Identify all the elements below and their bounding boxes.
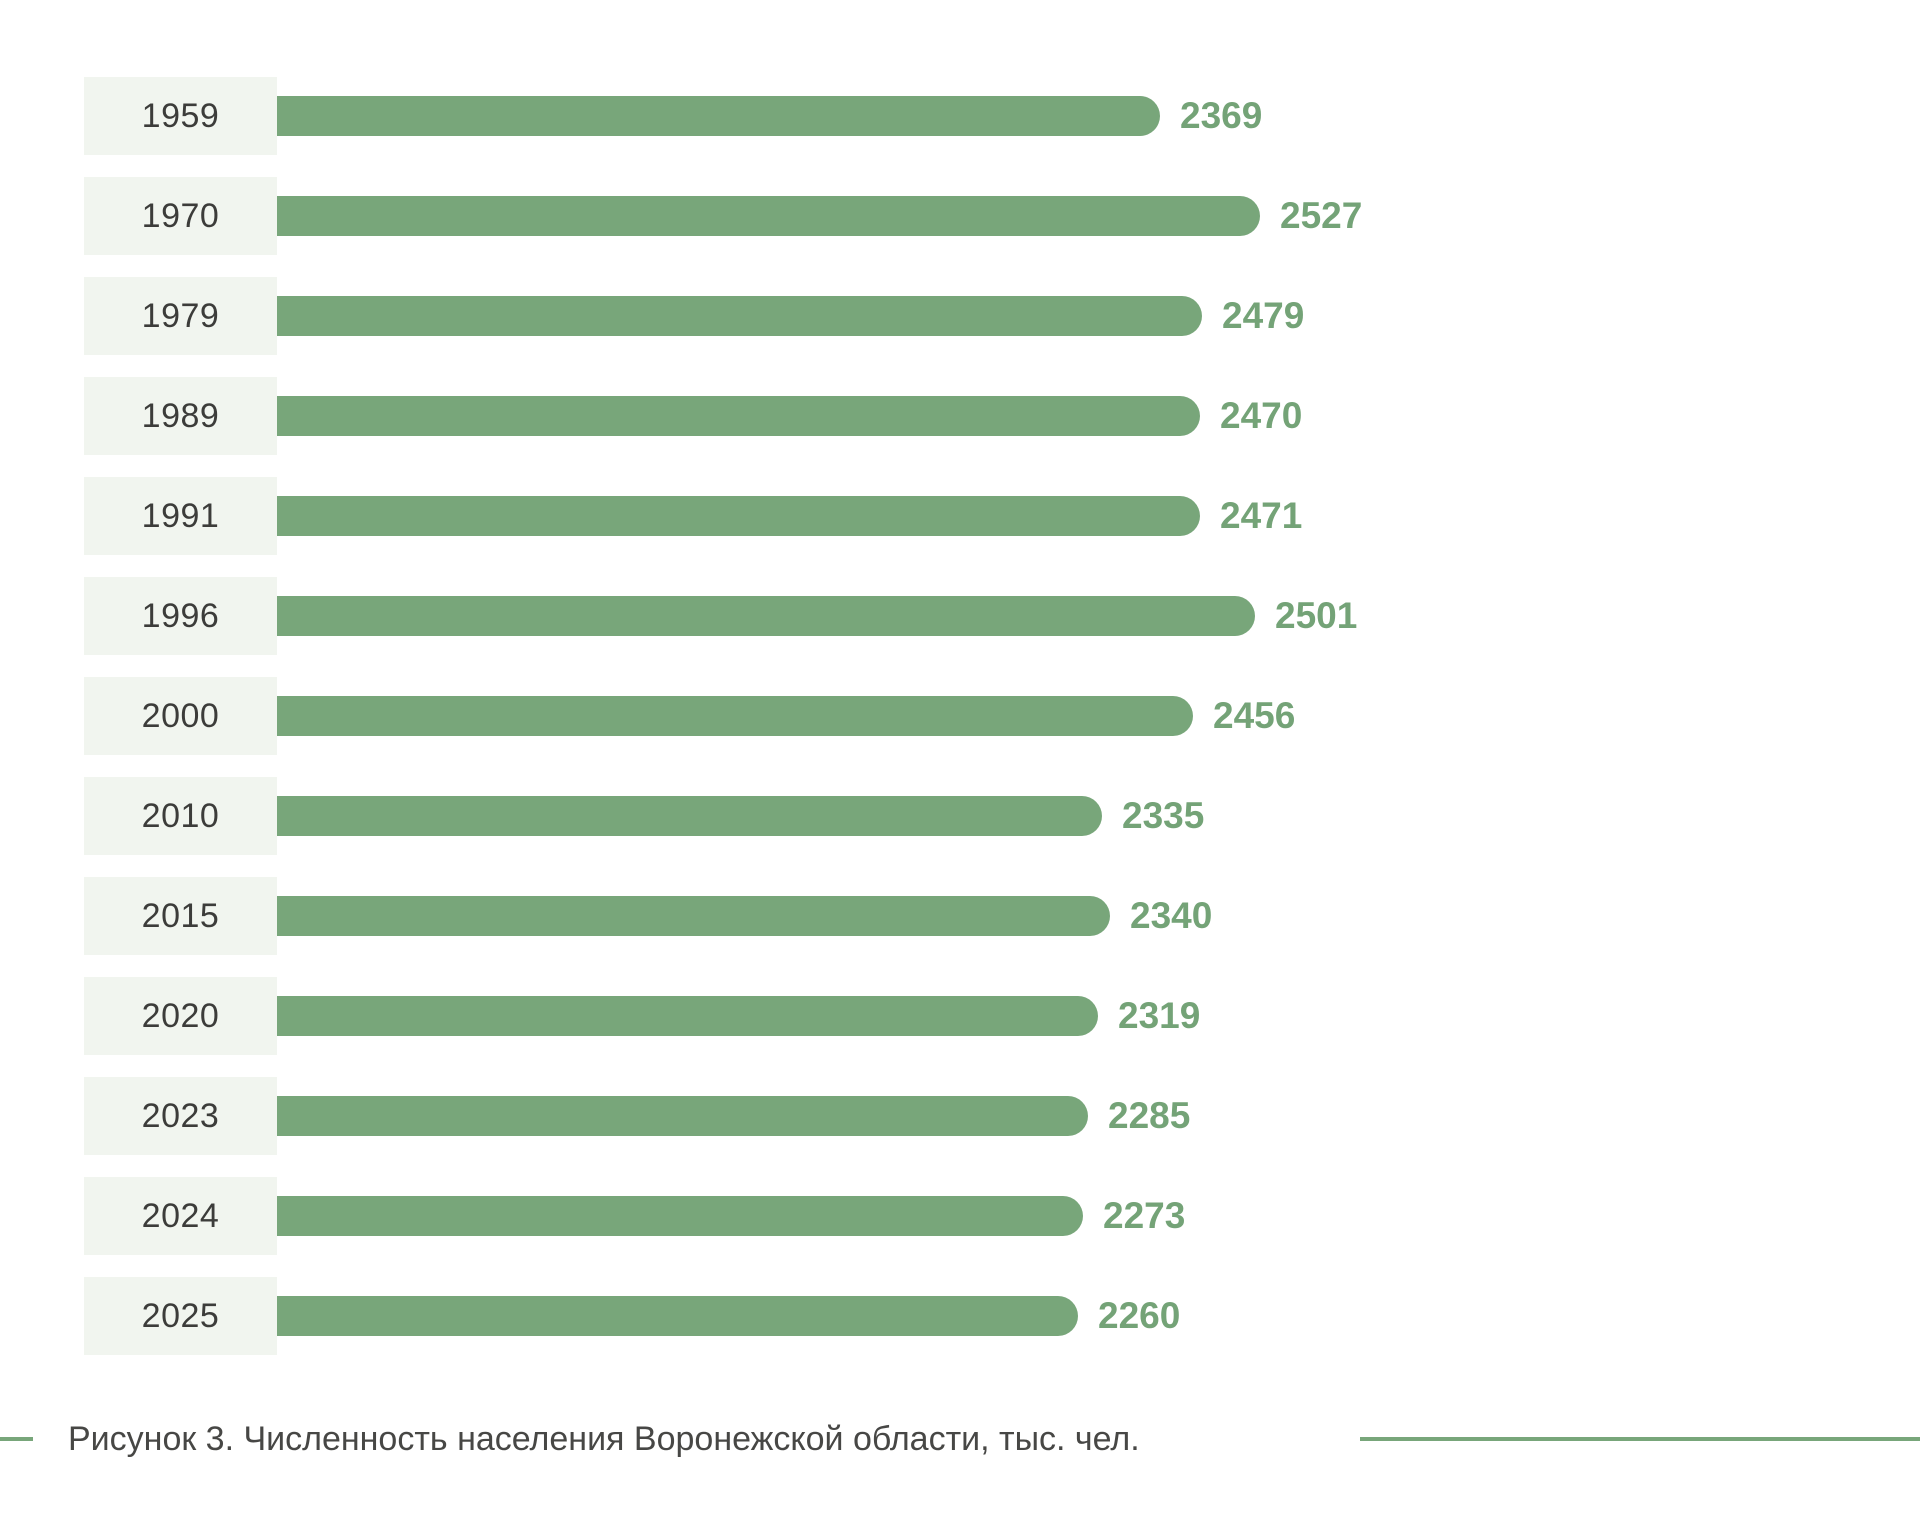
year-label: 2024 (141, 1196, 220, 1235)
chart-row: 2025 2260 (0, 1266, 1920, 1366)
value-label: 2340 (1130, 895, 1213, 936)
caption-left-dash (0, 1437, 33, 1441)
year-label-box: 1970 (84, 177, 277, 255)
year-label-box: 2010 (84, 777, 277, 855)
value-label: 2260 (1098, 1295, 1181, 1336)
population-bar (277, 596, 1255, 636)
value-label: 2471 (1220, 495, 1303, 536)
chart-row: 1959 2369 (0, 66, 1920, 166)
population-bar (277, 696, 1193, 736)
year-label: 1996 (141, 596, 220, 635)
year-label-box: 2024 (84, 1177, 277, 1255)
chart-row: 1970 2527 (0, 166, 1920, 266)
value-label: 2456 (1213, 695, 1296, 736)
population-bar (277, 996, 1098, 1036)
year-label: 2020 (141, 996, 220, 1035)
year-label: 2000 (141, 696, 220, 735)
year-label-box: 1989 (84, 377, 277, 455)
chart-row: 2015 2340 (0, 866, 1920, 966)
population-bar (277, 196, 1260, 236)
chart-row: 2023 2285 (0, 1066, 1920, 1166)
year-label-box: 2020 (84, 977, 277, 1055)
population-bar (277, 396, 1200, 436)
population-bar (277, 296, 1202, 336)
year-label: 2025 (141, 1296, 220, 1335)
population-bar (277, 1296, 1078, 1336)
chart-rows: 1959 2369 1970 2527 1979 2479 1989 2470 … (0, 66, 1920, 1366)
caption-right-rule (1360, 1437, 1920, 1441)
chart-row: 1991 2471 (0, 466, 1920, 566)
population-bar (277, 496, 1200, 536)
year-label-box: 1959 (84, 77, 277, 155)
year-label-box: 2000 (84, 677, 277, 755)
value-label: 2369 (1180, 95, 1263, 136)
chart-row: 1979 2479 (0, 266, 1920, 366)
year-label-box: 1996 (84, 577, 277, 655)
year-label-box: 1979 (84, 277, 277, 355)
population-bar (277, 896, 1110, 936)
year-label: 2023 (141, 1096, 220, 1135)
year-label: 1970 (141, 196, 220, 235)
year-label: 1979 (141, 296, 220, 335)
chart-row: 1989 2470 (0, 366, 1920, 466)
population-bar (277, 796, 1102, 836)
chart-row: 2024 2273 (0, 1166, 1920, 1266)
value-label: 2273 (1103, 1195, 1186, 1236)
year-label-box: 2023 (84, 1077, 277, 1155)
population-bar (277, 1196, 1083, 1236)
year-label: 1989 (141, 396, 220, 435)
year-label-box: 1991 (84, 477, 277, 555)
chart-row: 2010 2335 (0, 766, 1920, 866)
year-label: 1959 (141, 96, 220, 135)
year-label-box: 2015 (84, 877, 277, 955)
chart-row: 2020 2319 (0, 966, 1920, 1066)
value-label: 2319 (1118, 995, 1201, 1036)
value-label: 2479 (1222, 295, 1305, 336)
population-bar (277, 96, 1160, 136)
value-label: 2285 (1108, 1095, 1191, 1136)
year-label: 2010 (141, 796, 220, 835)
value-label: 2501 (1275, 595, 1358, 636)
value-label: 2527 (1280, 195, 1363, 236)
year-label: 2015 (141, 896, 220, 935)
population-bar (277, 1096, 1088, 1136)
chart-row: 1996 2501 (0, 566, 1920, 666)
year-label: 1991 (141, 496, 220, 535)
value-label: 2335 (1122, 795, 1205, 836)
year-label-box: 2025 (84, 1277, 277, 1355)
figure-caption: Рисунок 3. Численность населения Воронеж… (68, 1420, 1140, 1458)
value-label: 2470 (1220, 395, 1303, 436)
chart-row: 2000 2456 (0, 666, 1920, 766)
